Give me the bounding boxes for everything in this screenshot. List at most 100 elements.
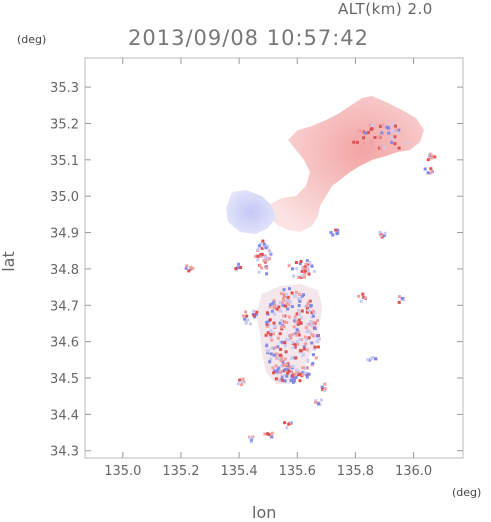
echo-pixel	[279, 319, 283, 323]
echo-pixel	[266, 258, 269, 262]
echo-pixel	[244, 310, 248, 314]
echo-pixel	[294, 368, 298, 372]
echo-pixel	[329, 231, 333, 235]
echo-pixel	[374, 357, 377, 361]
echo-pixel	[260, 266, 264, 270]
echo-pixel	[311, 361, 315, 365]
echo-pixel	[377, 135, 381, 139]
echo-pixel	[305, 265, 309, 269]
echo-pixel	[282, 298, 286, 302]
echo-pixel	[310, 333, 314, 337]
x-tick-label: 135.6	[279, 464, 316, 479]
echo-pixel	[308, 260, 312, 264]
echo-pixel	[378, 230, 382, 234]
echo-pixel	[270, 309, 274, 313]
echo-pixel	[281, 303, 285, 307]
echo-pixel	[279, 353, 283, 357]
echo-pixel	[289, 379, 293, 383]
echo-pixel	[294, 356, 298, 360]
echo-pixel	[295, 342, 299, 346]
echo-pixel	[187, 269, 191, 273]
echo-pixel	[280, 375, 284, 379]
echo-pixel	[191, 266, 195, 270]
echo-pixel	[271, 332, 275, 336]
echo-pixel	[270, 346, 274, 350]
echo-pixel	[316, 339, 320, 343]
echo-pixel	[299, 259, 303, 263]
echo-pixel	[314, 356, 318, 360]
echo-pixel	[274, 364, 278, 368]
echo-pixel	[285, 321, 289, 324]
echo-pixel	[263, 256, 267, 260]
echo-pixel	[283, 341, 287, 345]
echo-pixel	[265, 342, 269, 346]
x-tick-label: 135.0	[104, 464, 141, 479]
echo-pixel	[288, 287, 291, 291]
echo-pixel	[301, 265, 305, 269]
echo-pixel	[271, 346, 275, 350]
echo-pixel	[383, 231, 387, 235]
echo-pixel	[280, 356, 283, 360]
echo-pixel	[259, 242, 263, 246]
echo-pixel	[308, 322, 312, 326]
echo-pixel	[297, 318, 301, 322]
echo-pixel	[306, 322, 310, 326]
echo-pixel	[265, 322, 269, 326]
echo-pixel	[315, 319, 319, 323]
echo-pixel	[426, 158, 430, 162]
echo-pixel	[265, 344, 269, 348]
x-axis-unit: (deg)	[452, 486, 482, 499]
echo-pixel	[293, 343, 297, 347]
echo-pixel	[266, 331, 270, 335]
echo-pixel	[279, 347, 283, 351]
echo-pixel	[292, 325, 296, 329]
echo-pixel	[291, 364, 295, 368]
echo-pixel	[319, 398, 323, 402]
echo-pixel	[430, 169, 434, 173]
echo-pixel	[315, 334, 319, 338]
echo-pixel	[275, 356, 279, 360]
echo-pixel	[272, 321, 276, 325]
echo-pixel	[292, 294, 296, 298]
echo-pixel	[249, 438, 253, 442]
echo-pixel	[269, 352, 273, 356]
echo-pixel	[284, 363, 288, 367]
echo-pixel	[355, 140, 359, 144]
echo-pixel	[311, 353, 315, 357]
echo-pixel	[366, 358, 370, 362]
echo-pixel	[249, 440, 253, 444]
echo-pixel	[281, 360, 285, 364]
echo-pixel	[296, 369, 300, 373]
echo-pixel	[309, 304, 313, 308]
echo-pixel	[366, 131, 370, 134]
echo-pixel	[295, 328, 299, 332]
echo-pixel	[285, 426, 289, 430]
echo-pixel	[237, 262, 241, 266]
echo-pixel	[295, 371, 299, 375]
echo-pixel	[271, 366, 275, 370]
echo-pixel	[300, 338, 303, 342]
echo-pixel	[301, 373, 305, 377]
echo-pixel	[290, 291, 294, 295]
echo-pixel	[334, 228, 338, 232]
echo-pixel	[295, 320, 298, 324]
echo-pixel	[291, 374, 295, 378]
echo-pixel	[282, 314, 286, 318]
echo-pixel	[307, 272, 311, 276]
y-tick-label: 34.9	[50, 227, 79, 242]
echo-pixel	[428, 154, 432, 158]
echo-pixel	[289, 371, 293, 375]
echo-pixel	[392, 129, 396, 133]
echo-pixel	[317, 337, 321, 341]
echo-pixel	[300, 274, 304, 278]
northeast-red-patch	[268, 96, 424, 232]
echo-pixel	[184, 266, 188, 270]
echo-pixel	[272, 302, 276, 306]
echo-pixel	[369, 140, 373, 144]
echo-pixel	[298, 372, 302, 376]
echo-pixel	[269, 252, 273, 256]
echo-pixel	[433, 155, 437, 159]
echo-pixel	[378, 124, 382, 128]
echo-pixel	[241, 314, 245, 318]
echo-pixel	[266, 432, 270, 436]
